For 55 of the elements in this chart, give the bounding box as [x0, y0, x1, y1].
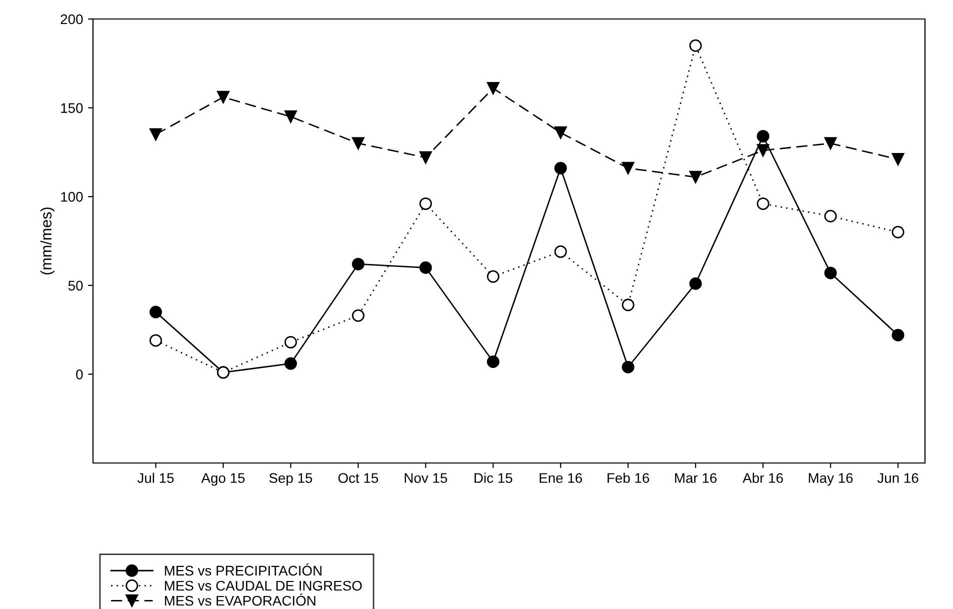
x-tick-label: Oct 15 — [338, 473, 378, 483]
x-tick-label: Dic 15 — [474, 472, 512, 483]
y-tick-label: 150 — [61, 103, 83, 113]
x-tick-label: Nov 15 — [404, 473, 448, 483]
point — [689, 277, 702, 290]
point — [824, 266, 837, 280]
x-tick-label: Abr 16 — [742, 472, 783, 483]
point — [419, 197, 432, 210]
point — [486, 356, 500, 368]
point — [892, 226, 904, 238]
point — [150, 128, 162, 141]
point — [622, 360, 634, 374]
point — [554, 162, 567, 174]
y-tick-label: 0 — [76, 370, 83, 380]
point — [150, 306, 162, 318]
point — [284, 336, 297, 348]
point — [689, 170, 702, 184]
point — [622, 162, 634, 174]
point — [892, 328, 904, 342]
point — [419, 261, 432, 274]
point — [419, 151, 432, 164]
point — [554, 245, 567, 258]
y-tick-label: 50 — [68, 280, 83, 291]
point — [284, 110, 297, 123]
legend-label: MES vs CAUDAL DE INGRESO — [164, 580, 362, 591]
point — [352, 137, 364, 150]
x-tick-label: Jun 16 — [877, 473, 918, 483]
point — [486, 270, 500, 283]
point — [824, 137, 837, 150]
x-tick-label: Ago 15 — [201, 473, 245, 486]
point — [554, 126, 567, 139]
point — [892, 153, 904, 166]
point — [352, 309, 364, 322]
x-tick-label: Sep 15 — [269, 473, 312, 486]
x-tick-label: Ene 16 — [540, 473, 582, 483]
point — [352, 258, 364, 270]
legend-label: MES vs PRECIPITACIÓN — [164, 563, 322, 576]
point — [756, 130, 770, 142]
point — [756, 197, 770, 210]
legend-label: MES vs EVAPORACIÓN — [164, 593, 316, 606]
point — [622, 298, 634, 312]
point — [216, 90, 230, 104]
x-tick-label: Feb 16 — [608, 472, 650, 483]
point — [486, 82, 500, 95]
point — [824, 210, 837, 222]
point — [150, 334, 162, 347]
y-tick-label: 100 — [61, 192, 83, 202]
point — [689, 39, 702, 52]
x-tick-label: Jul 15 — [137, 472, 174, 483]
y-axis-title: (mm/mes) — [40, 208, 55, 274]
x-tick-label: May 16 — [808, 473, 853, 486]
point — [756, 144, 770, 157]
x-tick-label: Mar 16 — [675, 473, 717, 483]
point — [284, 357, 297, 370]
y-tick-label: 200 — [60, 14, 83, 24]
